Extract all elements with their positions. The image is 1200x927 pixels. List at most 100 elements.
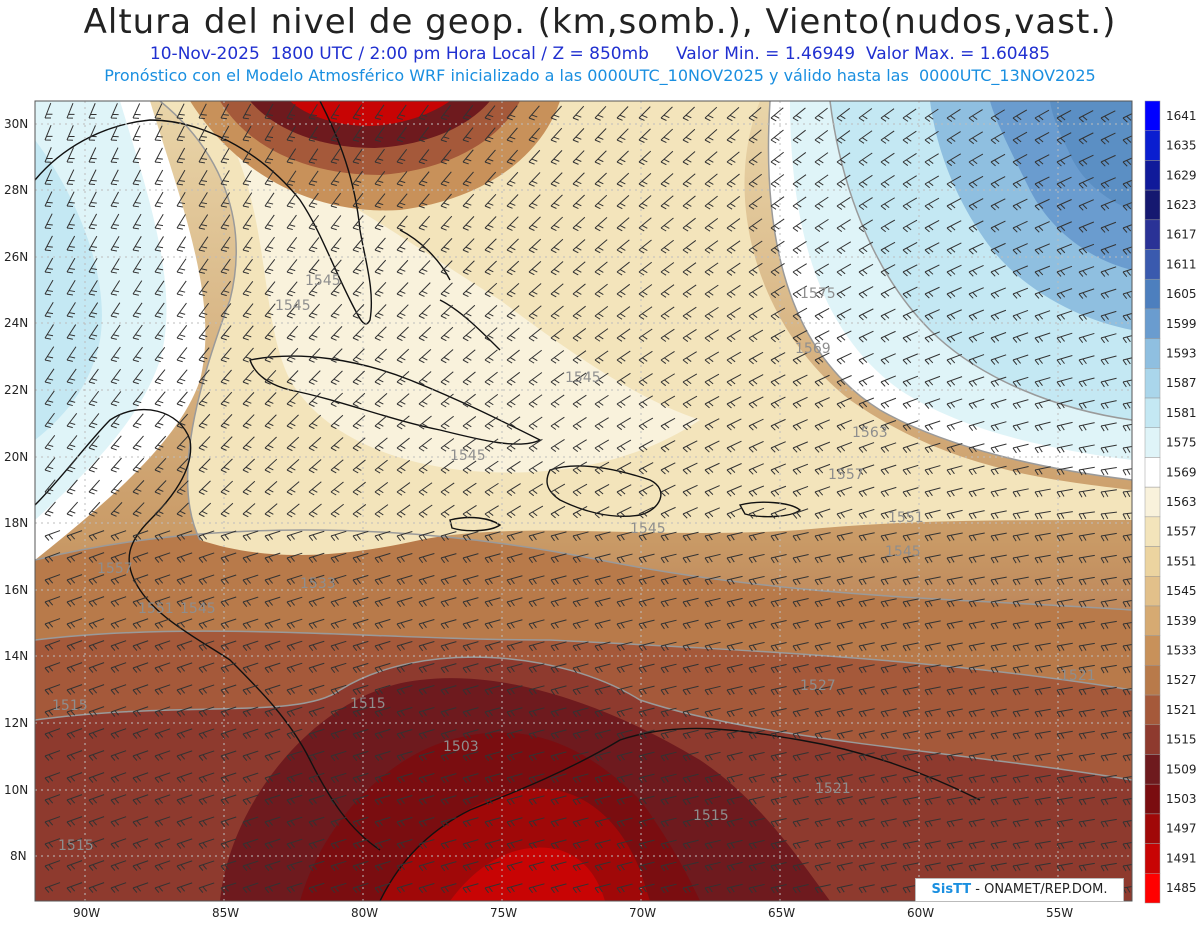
wind-barb: [528, 817, 545, 828]
contour-label: 1503: [443, 739, 479, 755]
wind-barb: [616, 217, 630, 232]
wind-barb: [110, 502, 123, 517]
wind-barb: [616, 328, 631, 342]
wind-barb: [176, 258, 187, 274]
wind-barb: [550, 327, 564, 342]
wind-barb: [264, 236, 275, 253]
lat-label: 20N: [4, 450, 28, 464]
wind-barb: [176, 458, 189, 473]
wind-barb: [264, 148, 274, 164]
wind-barb: [44, 279, 54, 296]
wind-barb: [836, 532, 853, 542]
wind-barb: [858, 532, 875, 542]
wind-barb: [704, 395, 720, 409]
wind-barb: [1078, 399, 1095, 410]
wind-barb: [440, 393, 454, 408]
wind-barb: [682, 619, 699, 630]
wind-barb: [1100, 862, 1117, 872]
wind-barb: [374, 706, 391, 718]
wind-barb: [572, 575, 589, 586]
wind-barb: [638, 773, 655, 784]
wind-barb: [528, 172, 541, 187]
wind-barb: [484, 619, 501, 630]
colorbar-label: 1575: [1166, 436, 1197, 450]
wind-barb: [858, 508, 875, 520]
wind-barb: [44, 618, 61, 629]
wind-barb: [946, 264, 962, 277]
wind-barb: [220, 347, 232, 363]
wind-barb: [484, 685, 501, 696]
wind-barb: [1034, 752, 1051, 762]
wind-barb: [396, 437, 410, 452]
wind-barb: [286, 303, 298, 319]
wind-barb: [858, 219, 873, 233]
wind-barb: [550, 439, 565, 452]
lat-label: 18N: [4, 516, 28, 530]
wind-barb: [528, 531, 545, 542]
wind-barb: [506, 707, 523, 718]
wind-barb: [418, 193, 430, 209]
wind-barb: [44, 882, 61, 893]
wind-barb: [990, 708, 1007, 718]
wind-barb: [1078, 642, 1095, 652]
wind-barb: [594, 283, 608, 298]
wind-barb: [440, 817, 457, 828]
wind-barb: [110, 816, 127, 827]
wind-barb: [858, 197, 873, 210]
wind-barb: [176, 838, 193, 849]
wind-barb: [1122, 446, 1132, 454]
wind-barb: [308, 618, 325, 630]
wind-barb: [484, 460, 499, 474]
lon-label: 60W: [907, 906, 934, 920]
wind-barb: [946, 818, 963, 828]
colorbar-label: 1635: [1166, 139, 1197, 153]
wind-barb: [418, 685, 435, 696]
wind-barb: [264, 816, 281, 827]
wind-barb: [88, 413, 100, 429]
wind-barb: [924, 598, 941, 608]
wind-barb: [506, 575, 523, 586]
wind-barb: [154, 816, 171, 827]
colorbar-swatch: [1144, 338, 1161, 369]
wind-barb: [682, 553, 699, 564]
wind-barb: [220, 860, 237, 871]
wind-barb: [506, 194, 519, 209]
wind-barb: [154, 502, 167, 517]
wind-barb: [396, 126, 407, 143]
wind-barb: [264, 706, 281, 717]
wind-barb: [1122, 335, 1132, 344]
wind-barb: [704, 173, 718, 188]
wind-barb: [1122, 776, 1132, 784]
wind-barb: [1122, 490, 1132, 498]
wind-barb: [638, 217, 652, 232]
colorbar-swatch: [1144, 130, 1161, 161]
wind-barb: [352, 574, 369, 586]
contour-label: 1545: [305, 273, 341, 289]
wind-barb: [748, 641, 765, 652]
wind-barb: [286, 640, 303, 651]
wind-barb: [198, 391, 210, 407]
wind-barb: [110, 596, 127, 607]
contour-label: 1545: [275, 298, 311, 314]
wind-barb: [132, 280, 143, 296]
wind-barb: [836, 352, 852, 365]
wind-barb: [726, 218, 741, 232]
wind-barb: [638, 284, 653, 298]
colorbar-label: 1521: [1166, 703, 1197, 717]
wind-barb: [638, 817, 655, 828]
wind-barb: [88, 479, 100, 495]
wind-barb: [1056, 221, 1072, 233]
wind-barb: [616, 773, 633, 784]
wind-barb: [770, 307, 786, 321]
wind-barb: [880, 152, 895, 166]
wind-barb: [352, 640, 369, 652]
wind-barb: [924, 509, 941, 520]
wind-barb: [748, 396, 764, 409]
wind-barb: [792, 686, 809, 696]
lon-label: 80W: [351, 906, 378, 920]
wind-barb: [418, 504, 433, 518]
wind-barb: [528, 438, 543, 452]
wind-barb: [814, 330, 830, 343]
wind-barb: [902, 509, 919, 520]
wind-barb: [1100, 310, 1117, 322]
